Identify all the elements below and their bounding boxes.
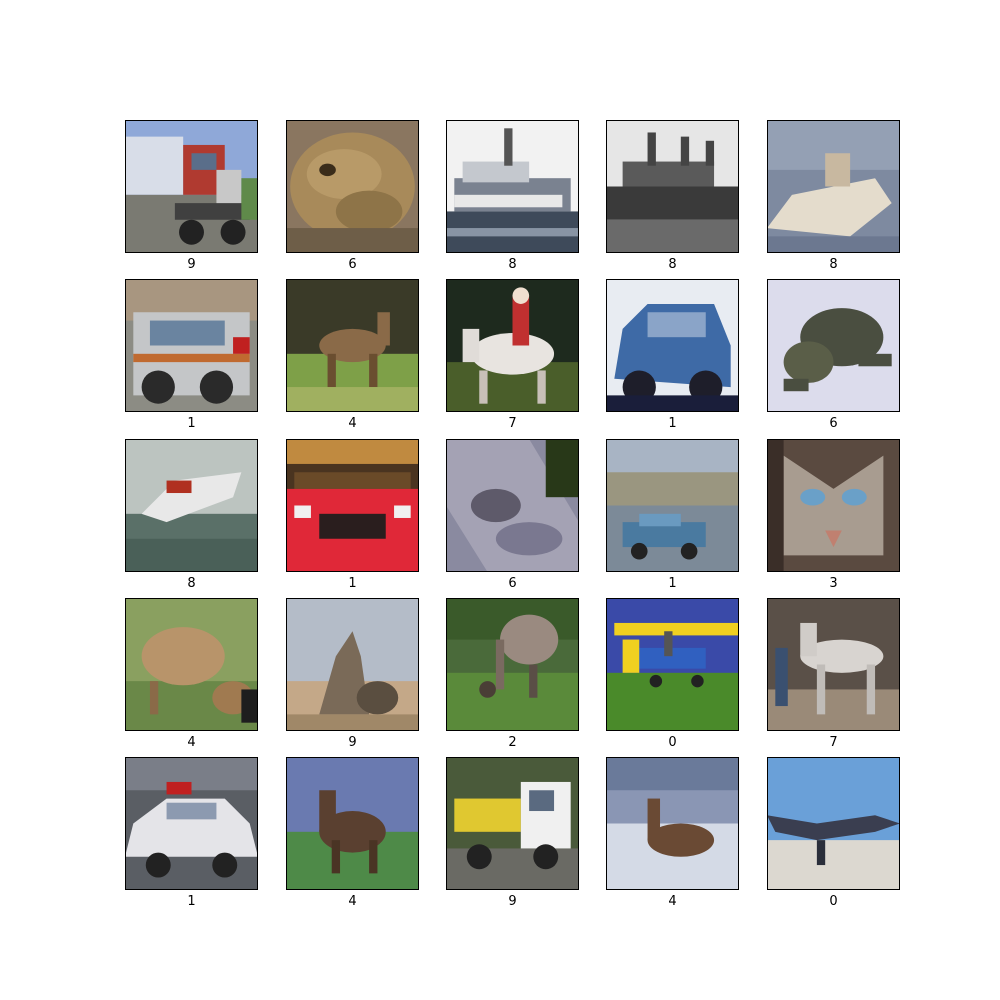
image-label: 2 [508,735,517,750]
ship-image [767,120,900,253]
automobile-image [125,757,258,890]
image-panel-2: 6 [286,120,419,272]
image-label: 6 [348,257,357,272]
image-label: 8 [508,257,517,272]
image-panel-9: 1 [606,279,739,431]
image-label: 9 [508,894,517,909]
image-panel-14: 1 [606,439,739,591]
image-panel-4: 8 [606,120,739,272]
image-panel-21: 1 [125,757,258,909]
image-panel-22: 4 [286,757,419,909]
image-panel-19: 0 [606,598,739,750]
truck-image [286,598,419,731]
ship-image [125,439,258,572]
image-label: 4 [668,894,677,909]
image-label: 1 [187,894,196,909]
image-panel-7: 4 [286,279,419,431]
frog-image [767,279,900,412]
airplane-image [767,757,900,890]
image-label: 4 [348,416,357,431]
image-label: 9 [348,735,357,750]
image-panel-24: 4 [606,757,739,909]
image-panel-15: 3 [767,439,900,591]
image-label: 1 [668,416,677,431]
image-panel-12: 1 [286,439,419,591]
image-panel-3: 8 [446,120,579,272]
automobile-image [286,439,419,572]
image-label: 3 [829,576,838,591]
frog-image [446,439,579,572]
horse-image [446,279,579,412]
deer-image [606,757,739,890]
truck-image [125,120,258,253]
airplane-image [606,598,739,731]
image-label: 8 [187,576,196,591]
deer-image [286,757,419,890]
image-panel-13: 6 [446,439,579,591]
image-label: 1 [348,576,357,591]
image-label: 9 [187,257,196,272]
deer-image [125,598,258,731]
image-label: 4 [187,735,196,750]
truck-image [446,757,579,890]
image-panel-16: 4 [125,598,258,750]
frog-image [286,120,419,253]
automobile-image [606,279,739,412]
image-label: 8 [829,257,838,272]
image-label: 7 [508,416,517,431]
ship-image [606,120,739,253]
image-panel-17: 9 [286,598,419,750]
image-label: 0 [829,894,838,909]
image-label: 8 [668,257,677,272]
image-label: 6 [508,576,517,591]
image-panel-6: 1 [125,279,258,431]
image-panel-11: 8 [125,439,258,591]
automobile-image [606,439,739,572]
horse-image [767,598,900,731]
bird-image [446,598,579,731]
image-panel-8: 7 [446,279,579,431]
image-panel-20: 7 [767,598,900,750]
image-label: 1 [668,576,677,591]
image-panel-10: 6 [767,279,900,431]
automobile-image [125,279,258,412]
image-label: 6 [829,416,838,431]
image-panel-5: 8 [767,120,900,272]
image-panel-1: 9 [125,120,258,272]
deer-image [286,279,419,412]
cat-image [767,439,900,572]
image-label: 4 [348,894,357,909]
ship-image [446,120,579,253]
image-panel-25: 0 [767,757,900,909]
image-label: 1 [187,416,196,431]
image-panel-23: 9 [446,757,579,909]
image-panel-18: 2 [446,598,579,750]
image-label: 7 [829,735,838,750]
image-label: 0 [668,735,677,750]
